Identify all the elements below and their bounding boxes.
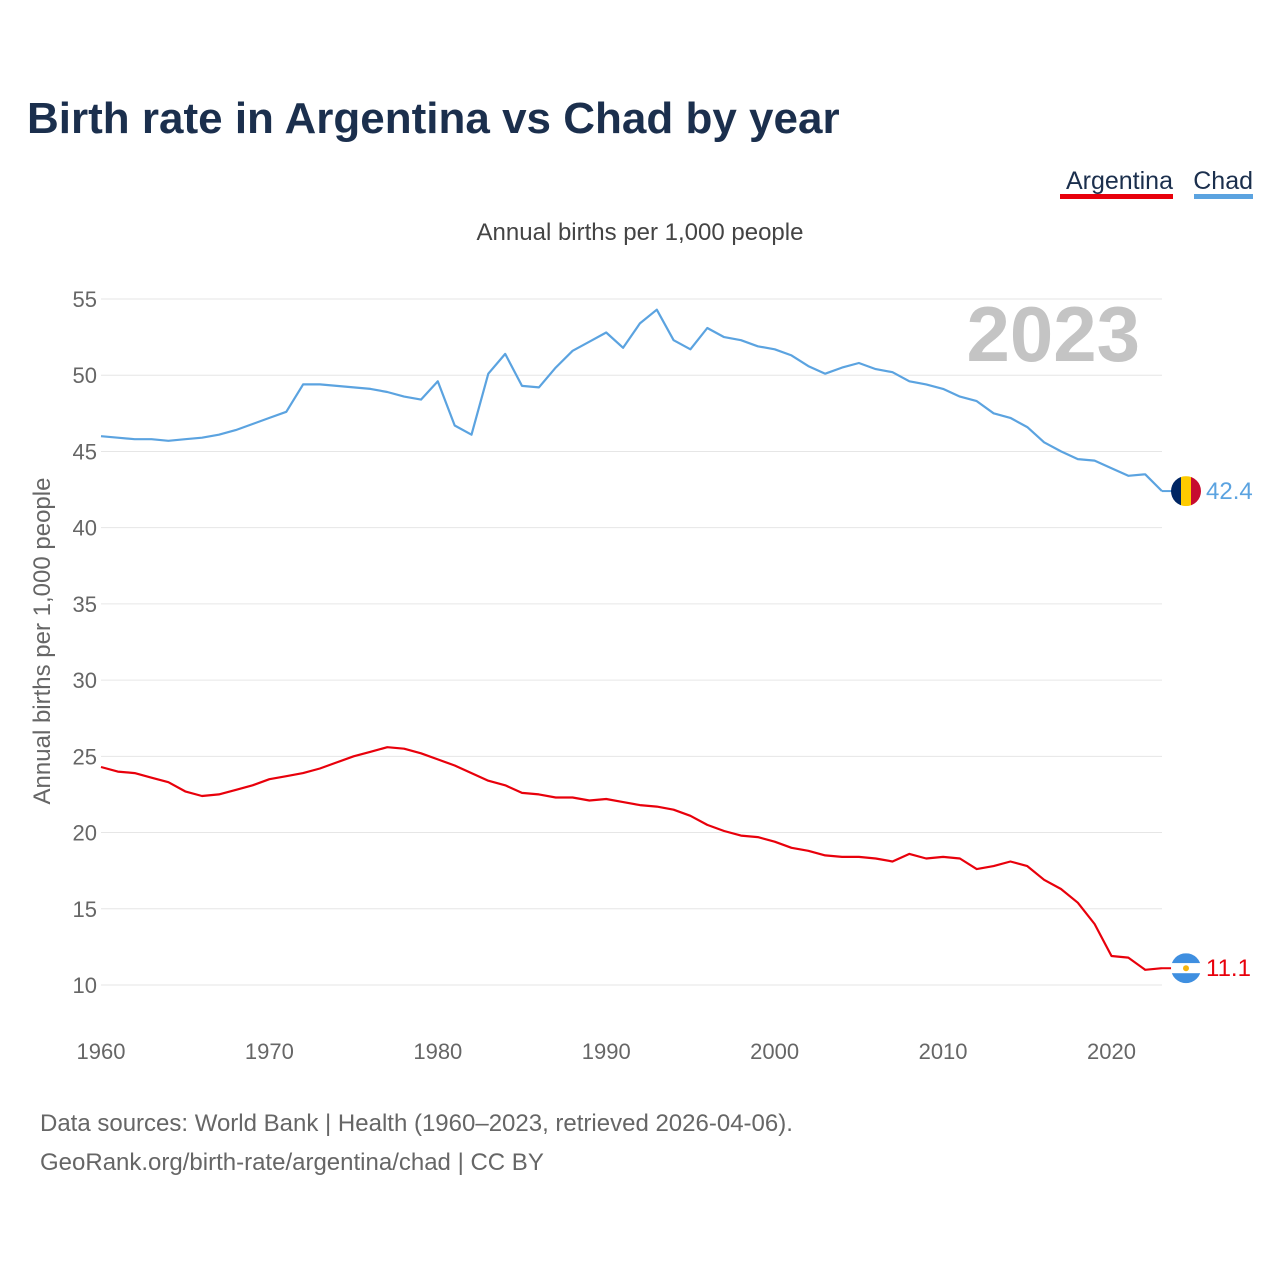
series-line-chad[interactable] [100,308,1163,492]
legend-label-argentina[interactable]: Argentina [1066,167,1173,195]
y-tick-label: 20 [73,821,97,846]
y-tick-label: 40 [73,516,97,541]
chart-title: Birth rate in Argentina vs Chad by year [27,94,840,143]
y-tick-label: 50 [73,363,97,388]
series-line-argentina[interactable] [100,746,1163,971]
argentina-end-value: 11.1 [1206,955,1251,982]
source-line-1: Data sources: World Bank | Health (1960–… [40,1110,793,1137]
y-axis-ticks: 10 15 20 25 30 35 40 45 50 55 [73,287,97,998]
series-lines [100,308,1176,971]
y-tick-label: 35 [73,592,97,617]
x-axis-ticks: 1960 1970 1980 1990 2000 2010 2020 [77,1039,1136,1064]
x-tick-label: 2000 [750,1039,799,1064]
y-tick-label: 30 [73,668,97,693]
chart-subtitle: Annual births per 1,000 people [477,219,804,246]
legend-swatch-chad [1194,194,1253,199]
source-line-2: GeoRank.org/birth-rate/argentina/chad | … [40,1149,544,1176]
legend-label-chad[interactable]: Chad [1193,167,1253,195]
y-tick-label: 55 [73,287,97,312]
x-tick-label: 1990 [582,1039,631,1064]
argentina-flag-icon [1171,953,1201,984]
chad-end-value: 42.4 [1206,478,1253,505]
x-tick-label: 2020 [1087,1039,1136,1064]
y-axis-label: Annual births per 1,000 people [29,478,56,805]
legend-swatch-argentina [1060,194,1173,199]
x-tick-label: 2010 [919,1039,968,1064]
y-tick-label: 15 [73,897,97,922]
year-watermark: 2023 [966,290,1140,378]
y-tick-label: 10 [73,973,97,998]
chad-flag-icon [1171,476,1201,507]
legend: Argentina Chad [1060,167,1253,199]
x-tick-label: 1960 [77,1039,126,1064]
y-tick-label: 25 [73,744,97,769]
x-tick-label: 1980 [413,1039,462,1064]
x-tick-label: 1970 [245,1039,294,1064]
gridlines [101,298,1162,986]
y-tick-label: 45 [73,439,97,464]
